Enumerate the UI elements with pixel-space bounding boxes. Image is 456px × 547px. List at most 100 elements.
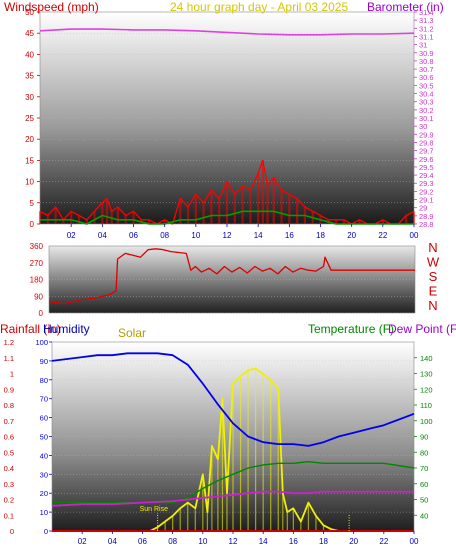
humidity-x-tick-label: 22 [379,537,388,546]
wind-tick-label: 50 [25,8,34,17]
barometer-tick-label: 28.9 [419,212,434,221]
dewpoint-line [51,490,414,507]
barometer-tick-label: 30.9 [419,49,434,58]
rainfall-tick-label: 0.9 [4,385,14,394]
barometer-tick-label: 29.8 [419,138,434,147]
barometer-tick-label: 29.6 [419,155,434,164]
day-title: 24 hour graph day - April 03 2025 [170,0,348,14]
barometer-tick-label: 30.5 [419,81,434,90]
barometer-tick-label: 31.3 [419,16,434,25]
barometer-tick-label: 31 [419,41,427,50]
humidity-x-tick-label: 14 [259,537,268,546]
solar-line [52,367,414,532]
wind-tick-label: 20 [25,135,34,144]
rainfall-tick-label: 0.5 [4,448,14,457]
humidity-x-tick-label: 00 [410,537,419,546]
temperature-tick-label: 80 [420,448,428,457]
rainfall-tick-label: 1 [10,370,14,379]
temperature-axis-title: Temperature (F) [308,322,394,336]
dewpoint-title: Dew Point (F) [388,322,456,336]
humidity-x-tick-label: 16 [289,537,298,546]
barometer-tick-label: 30.7 [419,65,434,74]
temperature-tick-label: 140 [420,354,433,363]
humidity-tick-label: 100 [35,338,48,347]
barometer-tick-label: 30.3 [419,98,434,107]
temperature-tick-label: 130 [420,370,433,379]
humidity-tick-label: 10 [40,508,48,517]
barometer-tick-label: 28.8 [419,220,434,229]
wind-x-tick-label: 06 [129,231,138,240]
temperature-tick-label: 60 [420,480,428,489]
rainfall-tick-label: 0.6 [4,433,14,442]
barometer-tick-label: 30 [419,122,427,131]
rainfall-tick-label: 0.3 [4,480,14,489]
wind-tick-label: 25 [25,114,34,123]
wind-tick-label: 0 [30,220,35,229]
direction-tick-label: 360 [30,242,44,251]
direction-label: E [429,284,438,299]
humidity-tick-label: 60 [40,414,48,423]
rainfall-tick-label: 0.7 [4,417,14,426]
barometer-tick-label: 29 [419,204,427,213]
barometer-tick-label: 30.4 [419,90,434,99]
humidity-x-tick-label: 04 [108,537,117,546]
wind-x-tick-label: 04 [98,231,107,240]
direction-label: N [428,298,437,313]
rainfall-tick-label: 0 [10,527,14,536]
temperature-tick-label: 100 [420,417,433,426]
barometer-tick-label: 30.6 [419,73,434,82]
temperature-tick-label: 40 [420,511,428,520]
humidity-tick-label: 70 [40,395,48,404]
humidity-tick-label: 90 [40,357,48,366]
humidity-tick-label: 0 [44,527,48,536]
wind-x-tick-label: 08 [160,231,169,240]
barometer-tick-label: 31.4 [419,8,434,17]
barometer-tick-label: 29.9 [419,130,434,139]
humidity-tick-label: 80 [40,376,48,385]
wind-tick-label: 40 [25,50,34,59]
rainfall-tick-label: 1.2 [4,338,14,347]
wind-x-tick-label: 12 [223,231,232,240]
humidity-tick-label: 40 [40,451,48,460]
wind-x-tick-label: 22 [378,231,387,240]
rainfall-tick-label: 0.2 [4,496,14,505]
wind-x-tick-label: 20 [347,231,356,240]
rainfall-tick-label: 0.1 [4,511,14,520]
direction-label: W [427,255,440,270]
temperature-tick-label: 90 [420,433,428,442]
barometer-tick-label: 29.1 [419,196,434,205]
solar-title: Solar [118,326,146,340]
temperature-tick-label: 50 [420,496,428,505]
wind-x-tick-label: 10 [191,231,200,240]
temperature-tick-label: 120 [420,385,433,394]
humidity-x-tick-label: 10 [198,537,207,546]
barometer-tick-label: 30.2 [419,106,434,115]
barometer-tick-label: 31.2 [419,24,434,33]
barometer-tick-label: 29.5 [419,163,434,172]
windspeed-line [39,159,415,225]
barometer-tick-label: 29.2 [419,187,434,196]
humidity-x-tick-label: 08 [168,537,177,546]
barometer-tick-label: 29.4 [419,171,434,180]
wind-tick-label: 35 [25,72,34,81]
humidity-line [51,352,415,447]
wind-x-tick-label: 14 [254,231,263,240]
barometer-line [39,28,415,36]
wind-x-tick-label: 18 [316,231,325,240]
rainfall-tick-label: 0.4 [4,464,14,473]
rainfall-axis-title: Rainfall (in) [0,322,61,336]
direction-label: N [428,240,437,255]
direction-tick-label: 90 [34,292,43,301]
wind-direction-line [48,248,415,305]
barometer-tick-label: 30.8 [419,57,434,66]
barometer-axis-title: Barometer (in) [367,0,444,14]
barometer-tick-label: 30.1 [419,114,434,123]
barometer-tick-label: 29.7 [419,147,434,156]
humidity-tick-label: 30 [40,470,48,479]
humidity-x-tick-label: 12 [229,537,238,546]
humidity-x-tick-label: 20 [349,537,358,546]
direction-tick-label: 270 [30,259,44,268]
rainfall-tick-label: 1.1 [4,354,14,363]
wind-tick-label: 5 [30,199,35,208]
